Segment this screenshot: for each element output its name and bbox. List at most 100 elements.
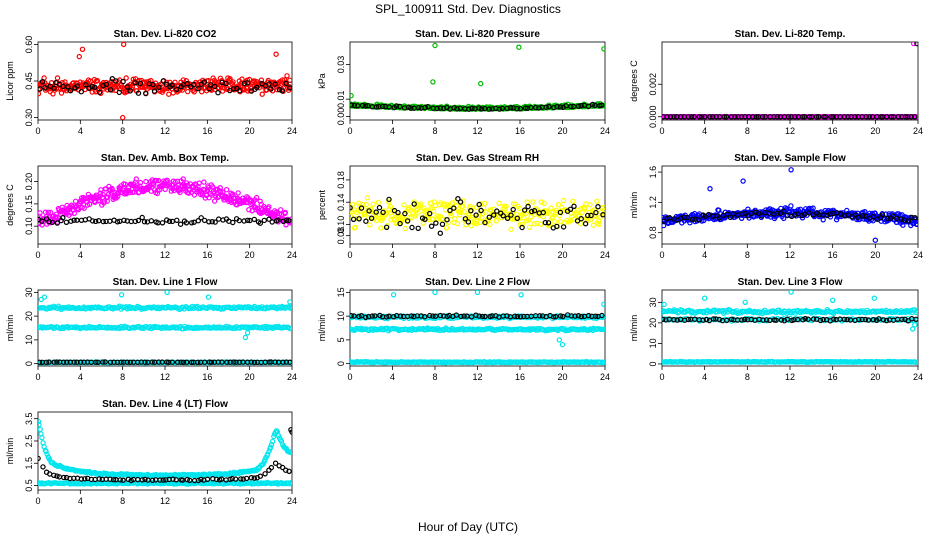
y-tick-label: 10 [648,338,658,348]
x-tick-label: 20 [870,126,880,136]
data-point [231,220,235,224]
data-point [560,343,564,347]
panels-container: Stan. Dev. Li-820 CO2 0 4 8 12 16 20 24 0.30 0.45… [5,29,923,506]
data-point [75,218,79,222]
data-point [440,222,444,226]
x-tick-label: 4 [390,250,395,260]
x-tick-label: 0 [659,372,664,382]
data-point [873,238,877,242]
data-point [364,219,368,223]
x-tick-label: 0 [347,250,352,260]
x-tick-label: 8 [745,372,750,382]
x-tick-label: 0 [35,496,40,506]
y-tick-label: 1.6 [648,166,658,179]
x-tick-label: 16 [828,126,838,136]
y-tick-label: 0.002 [648,73,658,96]
x-tick-label: 20 [245,250,255,260]
data-point [741,179,745,183]
data-point [552,220,556,224]
y-tick-label: 30 [24,287,34,297]
data-point [708,187,712,191]
data-point [703,296,707,300]
x-tick-label: 16 [828,372,838,382]
y-axis-label: ml/min [317,315,327,342]
y-tick-label: 0.15 [24,195,34,213]
x-tick-label: 0 [347,372,352,382]
x-tick-label: 24 [913,372,923,382]
x-tick-label: 20 [870,250,880,260]
data-point [789,204,793,208]
y-axis-label: ml/min [629,315,639,342]
panel-title: Stan. Dev. Li-820 Pressure [415,29,540,40]
x-tick-label: 20 [557,126,567,136]
panel-title: Stan. Dev. Line 3 Flow [738,277,843,288]
series-1 [36,290,293,339]
y-tick-label: 1.5 [24,457,34,470]
y-tick-label: 0.03 [336,56,346,74]
series-1 [660,290,919,331]
y-axis-label: ml/min [5,438,15,465]
data-point [55,76,59,80]
x-tick-label: 16 [202,126,212,136]
data-point [144,180,148,184]
data-point [497,201,501,205]
data-point [262,218,266,222]
x-tick-label: 20 [245,496,255,506]
data-point [549,206,553,210]
x-tick-label: 0 [347,126,352,136]
panel-title: Stan. Dev. Li-820 CO2 [114,29,217,40]
x-tick-label: 12 [160,250,170,260]
x-tick-label: 4 [390,126,395,136]
data-point [213,199,217,203]
data-point [377,206,381,210]
x-tick-label: 24 [287,372,297,382]
y-tick-label: 0.18 [336,171,346,189]
x-tick-label: 8 [120,496,125,506]
x-tick-label: 16 [515,250,525,260]
data-point [831,298,835,302]
x-tick-label: 4 [78,126,83,136]
x-tick-label: 8 [745,126,750,136]
x-tick-label: 4 [390,372,395,382]
data-point [517,45,521,49]
data-point [217,217,221,221]
y-tick-label: 0 [336,361,346,366]
data-point [206,295,210,299]
x-tick-label: 4 [78,250,83,260]
figure-title: SPL_100911 Std. Dev. Diagnostics [375,2,561,16]
data-point [121,116,125,120]
x-tick-label: 20 [245,372,255,382]
x-tick-label: 0 [35,250,40,260]
x-tick-label: 16 [515,372,525,382]
x-tick-label: 16 [202,250,212,260]
data-point [595,199,599,203]
y-tick-label: 0.5 [24,479,34,492]
data-point [175,218,179,222]
panel-title: Stan. Dev. Li-820 Temp. [735,29,846,40]
data-point [872,296,876,300]
data-point [557,338,561,342]
x-tick-label: 0 [659,126,664,136]
series-1 [660,42,920,119]
x-tick-label: 12 [785,250,795,260]
y-tick-label: 0.10 [336,216,346,234]
x-tick-label: 0 [35,372,40,382]
data-point [438,231,442,235]
data-point [402,203,406,207]
data-point [170,219,174,223]
x-tick-label: 12 [160,126,170,136]
y-tick-label: 0.30 [24,109,34,127]
data-point [444,208,448,212]
data-point [531,200,535,204]
y-tick-label: 0.60 [24,36,34,54]
data-point [911,327,915,331]
x-tick-label: 8 [120,372,125,382]
y-tick-label: 0.8 [648,226,658,239]
y-tick-label: 0.45 [24,72,34,90]
data-point [376,200,380,204]
